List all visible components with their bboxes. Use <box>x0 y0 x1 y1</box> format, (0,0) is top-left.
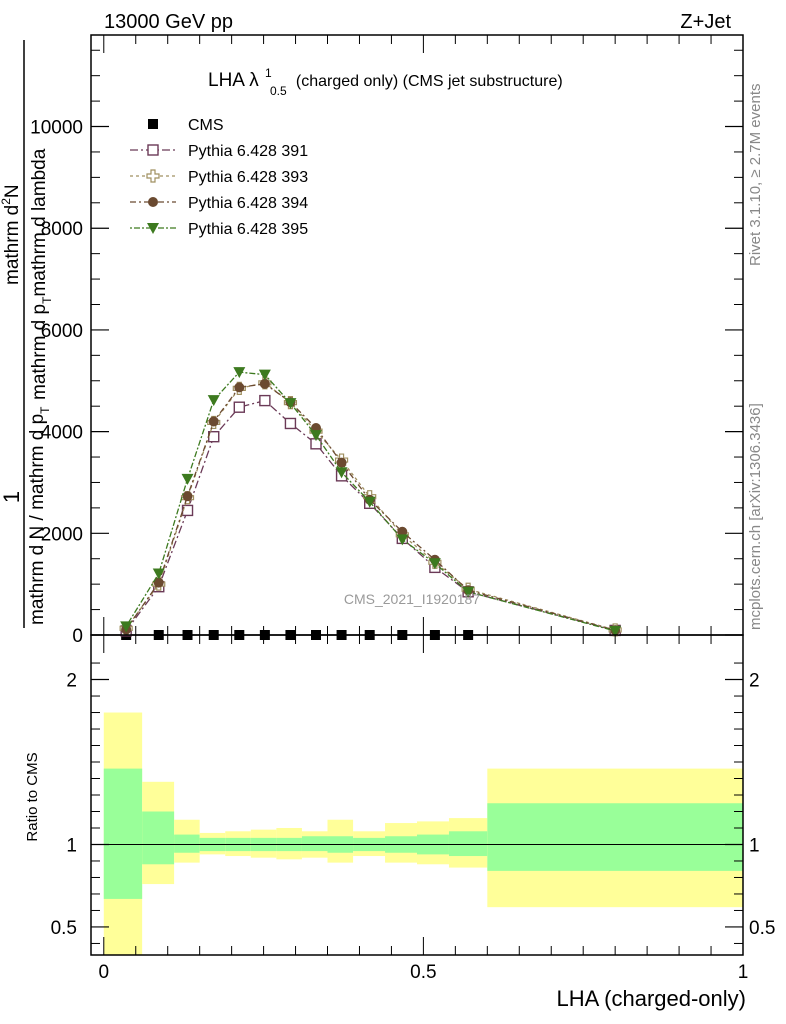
ylabel-denominator-sub: T <box>38 406 52 414</box>
main-y-tick-label: 4000 <box>41 423 83 444</box>
main-y-tick-label: 6000 <box>41 321 83 342</box>
main-y-tick-label: 0 <box>72 626 83 647</box>
series-3-point-4 <box>234 382 245 393</box>
header-right-label: Z+Jet <box>680 11 731 33</box>
ratio-y-tick-label-right: 0.5 <box>749 918 775 939</box>
chart-title: LHA λ 1 0.5 (charged only) (CMS jet subs… <box>208 61 563 100</box>
series-3-point-10 <box>397 526 408 537</box>
series-4-point-12 <box>462 586 475 598</box>
ylabel-numerator-rest: N <box>2 184 23 198</box>
series-3-point-2 <box>182 491 193 502</box>
ratio-stat-band-0 <box>103 768 143 899</box>
x-tick-label: 0.5 <box>410 962 436 983</box>
main-y-tick-label: 2000 <box>41 524 83 545</box>
series-3-point-8 <box>336 457 347 468</box>
ylabel-inner-den-rest: mathrm d lambda <box>29 148 50 296</box>
ylabel-inner-denominator: mathrm d pTmathrm d lambda <box>29 148 54 400</box>
ratio-y-tick-label-right: 1 <box>749 835 760 856</box>
legend-label-3: Pythia 6.428 394 <box>188 195 308 212</box>
legend-marker-4 <box>147 223 159 234</box>
chart-title-sup: 1 <box>265 66 272 80</box>
legend-marker-2 <box>146 169 160 183</box>
series-4-point-6 <box>284 398 297 410</box>
ylabel-numerator: mathrm d2N <box>0 184 23 285</box>
main-y-tick-label: 8000 <box>41 219 83 240</box>
series-4-point-2 <box>181 473 194 485</box>
legend-label-1: Pythia 6.428 391 <box>188 143 308 160</box>
ratio-stat-band-1 <box>142 811 175 865</box>
series-1-point-4 <box>233 401 245 413</box>
main-plot: 0 2000 4000 6000 8000 10000 <box>30 34 744 647</box>
legend-label-4: Pythia 6.428 395 <box>188 221 308 238</box>
ratio-y-tick-label-left: 0.5 <box>51 918 77 939</box>
x-tick-label: 1 <box>738 962 749 983</box>
series-3-point-1 <box>153 577 164 588</box>
main-y-axis-label: 1 mathrm d N / mathrm d pT mathrm d2N ma… <box>0 40 54 628</box>
ratio-stat-band-13 <box>487 803 743 871</box>
ylabel-prefix: 1 <box>0 491 24 503</box>
series-4-point-10 <box>396 534 409 546</box>
ratio-stat-band-2 <box>174 834 200 853</box>
ratio-y-tick-label-right: 2 <box>749 671 760 692</box>
chart-title-rest: (charged only) (CMS jet substructure) <box>296 73 563 90</box>
series-4-point-11 <box>428 558 441 570</box>
ylabel-inner-den-sub: T <box>40 296 54 304</box>
header-left-label: 13000 GeV pp <box>104 11 233 33</box>
legend-marker-3 <box>148 197 158 207</box>
legend-label-2: Pythia 6.428 393 <box>188 169 308 186</box>
series-4-point-13 <box>609 625 622 637</box>
ratio-plot: 0 0.5 1 0.5 0.5 1 1 2 2 <box>51 634 775 983</box>
legend-marker-0 <box>148 119 158 129</box>
series-1-point-5 <box>259 394 271 407</box>
ylabel-numerator-main: mathrm d <box>2 205 23 285</box>
series-4-point-1 <box>152 568 165 580</box>
mcplots-label: mcplots.cern.ch [arXiv:1306.3436] <box>747 403 764 630</box>
series-3-point-5 <box>259 378 270 389</box>
legend-marker-1 <box>147 144 159 156</box>
series-3-point-3 <box>208 416 219 427</box>
x-axis-label: LHA (charged-only) <box>556 986 746 1011</box>
series-1-point-6 <box>284 417 297 430</box>
watermark-label: CMS_2021_I1920187 <box>344 591 480 607</box>
chart-title-main: LHA λ <box>208 70 259 91</box>
series-4-point-0 <box>120 621 133 633</box>
series-line-2 <box>125 382 616 631</box>
series-4-point-5 <box>258 369 271 381</box>
ylabel-denominator: mathrm d N / mathrm d pT <box>27 406 52 625</box>
ratio-y-tick-label-left: 2 <box>66 671 77 692</box>
series-1-point-2 <box>181 504 194 517</box>
chart-title-sub: 0.5 <box>270 84 287 98</box>
ylabel-denominator-main: mathrm d N / mathrm d p <box>27 414 48 625</box>
main-y-tick-label: 10000 <box>30 118 83 139</box>
ratio-stat-band-7 <box>301 836 328 852</box>
series-4-point-9 <box>363 496 376 508</box>
ratio-y-tick-label-left: 1 <box>66 835 77 856</box>
rivet-version-label: Rivet 3.1.10, ≥ 2.7M events <box>747 84 764 267</box>
series-4-point-7 <box>310 430 323 442</box>
x-tick-label: 0 <box>98 962 109 983</box>
ylabel-numerator-sup: 2 <box>0 198 13 205</box>
series-4-point-3 <box>207 395 220 407</box>
series-4-point-8 <box>335 467 348 479</box>
legend: CMS Pythia 6.428 391 Pythia 6.428 393 Pythi… <box>130 117 308 238</box>
ylabel-inner-den-main: mathrm d p <box>29 304 50 400</box>
legend-label-0: CMS <box>188 117 224 134</box>
series-4-point-4 <box>233 367 246 379</box>
series-line-3 <box>125 383 616 631</box>
ratio-y-axis-label: Ratio to CMS <box>24 752 41 841</box>
ratio-stat-band-12 <box>448 831 488 857</box>
